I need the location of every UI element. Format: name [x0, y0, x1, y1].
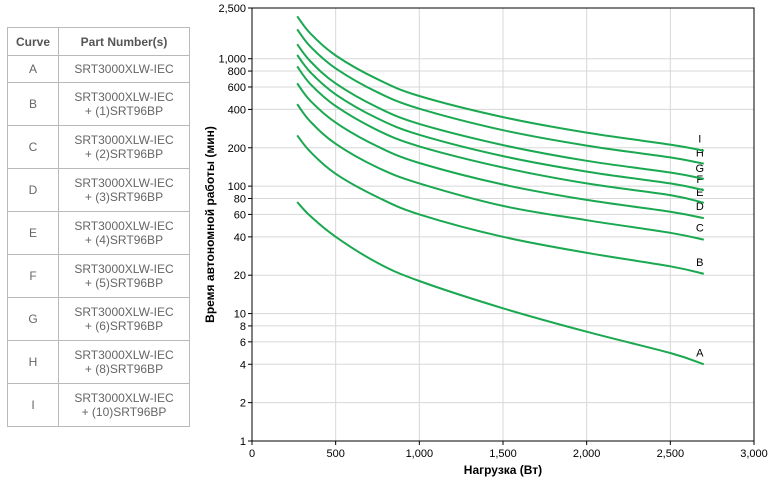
part-number-line: SRT3000XLW-IEC	[74, 262, 174, 276]
series-label-g: G	[696, 163, 705, 175]
x-tick-label: 3,000	[740, 448, 768, 460]
y-tick-label: 2	[240, 398, 246, 410]
series-line-d	[296, 82, 704, 220]
part-number-line: SRT3000XLW-IEC	[74, 90, 174, 104]
part-number-line: + (2)SRT96BP	[84, 147, 164, 161]
series-label-f: F	[696, 174, 703, 186]
series-line-h	[296, 28, 704, 165]
part-number: SRT3000XLW-IEC + (2)SRT96BP	[58, 125, 190, 169]
part-number: SRT3000XLW-IEC + (6)SRT96BP	[58, 297, 190, 341]
x-tick-label: 1,000	[406, 448, 434, 460]
part-number: SRT3000XLW-IEC + (3)SRT96BP	[58, 168, 190, 212]
part-number-line: + (1)SRT96BP	[84, 104, 164, 118]
table-row: C SRT3000XLW-IEC + (2)SRT96BP	[7, 125, 190, 169]
table-row: G SRT3000XLW-IEC + (6)SRT96BP	[7, 297, 190, 341]
part-number: SRT3000XLW-IEC + (4)SRT96BP	[58, 211, 190, 255]
y-tick-label: 4	[240, 359, 246, 371]
x-axis-title: Нагрузка (Вт)	[464, 463, 542, 477]
part-number-line: SRT3000XLW-IEC	[74, 176, 174, 190]
curve-letter: B	[7, 82, 59, 126]
x-tick-label: 2,000	[573, 448, 601, 460]
y-tick-label: 600	[228, 82, 246, 94]
y-tick-label: 20	[234, 270, 246, 282]
part-number-line: + (6)SRT96BP	[84, 319, 164, 333]
series-line-i	[296, 15, 704, 152]
series-line-g	[296, 43, 704, 180]
y-axis-title: Время автономной работы (мин)	[203, 126, 217, 323]
part-number-line: + (8)SRT96BP	[84, 362, 164, 376]
part-number-line: + (10)SRT96BP	[81, 405, 167, 419]
x-tick-label: 500	[326, 448, 344, 460]
table-row: E SRT3000XLW-IEC + (4)SRT96BP	[7, 211, 190, 255]
part-number-line: SRT3000XLW-IEC	[74, 133, 174, 147]
series-label-a: A	[696, 347, 704, 359]
series-line-e	[296, 65, 705, 204]
table-row: B SRT3000XLW-IEC + (1)SRT96BP	[7, 82, 190, 126]
part-number-line: SRT3000XLW-IEC	[74, 219, 174, 233]
series-label-c: C	[696, 223, 704, 235]
part-number: SRT3000XLW-IEC + (10)SRT96BP	[58, 383, 190, 427]
series-line-c	[296, 103, 705, 241]
series-label-b: B	[696, 257, 703, 269]
part-number-line: + (5)SRT96BP	[84, 276, 164, 290]
y-tick-label: 1	[240, 436, 246, 448]
part-number-line: SRT3000XLW-IEC	[74, 62, 174, 76]
table-row: I SRT3000XLW-IEC + (10)SRT96BP	[7, 383, 190, 427]
curve-letter: G	[7, 297, 59, 341]
y-tick-label: 60	[234, 209, 246, 221]
series-line-f	[296, 54, 705, 192]
part-number-line: + (3)SRT96BP	[84, 190, 164, 204]
series-label-h: H	[696, 148, 704, 160]
y-tick-label: 80	[234, 193, 246, 205]
part-number-line: SRT3000XLW-IEC	[74, 305, 174, 319]
y-tick-label: 200	[228, 143, 246, 155]
x-tick-label: 0	[249, 448, 255, 460]
part-number-column-header: Part Number(s)	[58, 27, 190, 56]
part-number-line: SRT3000XLW-IEC	[74, 391, 174, 405]
y-tick-label: 100	[228, 181, 246, 193]
series-label-i: I	[698, 134, 701, 146]
part-number: SRT3000XLW-IEC + (8)SRT96BP	[58, 340, 190, 384]
part-number: SRT3000XLW-IEC + (1)SRT96BP	[58, 82, 190, 126]
table-row: H SRT3000XLW-IEC + (8)SRT96BP	[7, 340, 190, 384]
y-tick-label: 800	[228, 66, 246, 78]
series-label-d: D	[696, 201, 704, 213]
curve-letter: C	[7, 125, 59, 169]
part-number-line: SRT3000XLW-IEC	[74, 348, 174, 362]
curve-legend-table: Curve Part Number(s) A SRT3000XLW-IEC B …	[7, 27, 190, 427]
y-tick-label: 40	[234, 232, 246, 244]
curve-letter: D	[7, 168, 59, 212]
chart-ticks: 0 500 1,000 1,500 2,000 2,500 3,000 1 2 4 6 810 20 40…	[218, 3, 767, 460]
series-line-b	[296, 134, 705, 275]
x-tick-label: 1,500	[489, 448, 517, 460]
part-number-line: + (4)SRT96BP	[84, 233, 164, 247]
table-row: F SRT3000XLW-IEC + (5)SRT96BP	[7, 254, 190, 298]
curve-column-header: Curve	[7, 27, 59, 56]
y-tick-label: 1,000	[218, 54, 246, 66]
y-tick-label: 2,500	[218, 3, 246, 15]
series-line-a	[296, 201, 705, 366]
y-tick-label: 10	[234, 309, 246, 321]
y-tick-label: 400	[228, 104, 246, 116]
table-row: D SRT3000XLW-IEC + (3)SRT96BP	[7, 168, 190, 212]
part-number: SRT3000XLW-IEC + (5)SRT96BP	[58, 254, 190, 298]
y-tick-label: 6	[240, 337, 246, 349]
chart-grid	[252, 8, 754, 441]
table-header-row: Curve Part Number(s)	[7, 27, 190, 56]
y-tick-label: 8	[240, 321, 246, 333]
series-label-e: E	[696, 187, 703, 199]
x-tick-label: 2,500	[657, 448, 685, 460]
